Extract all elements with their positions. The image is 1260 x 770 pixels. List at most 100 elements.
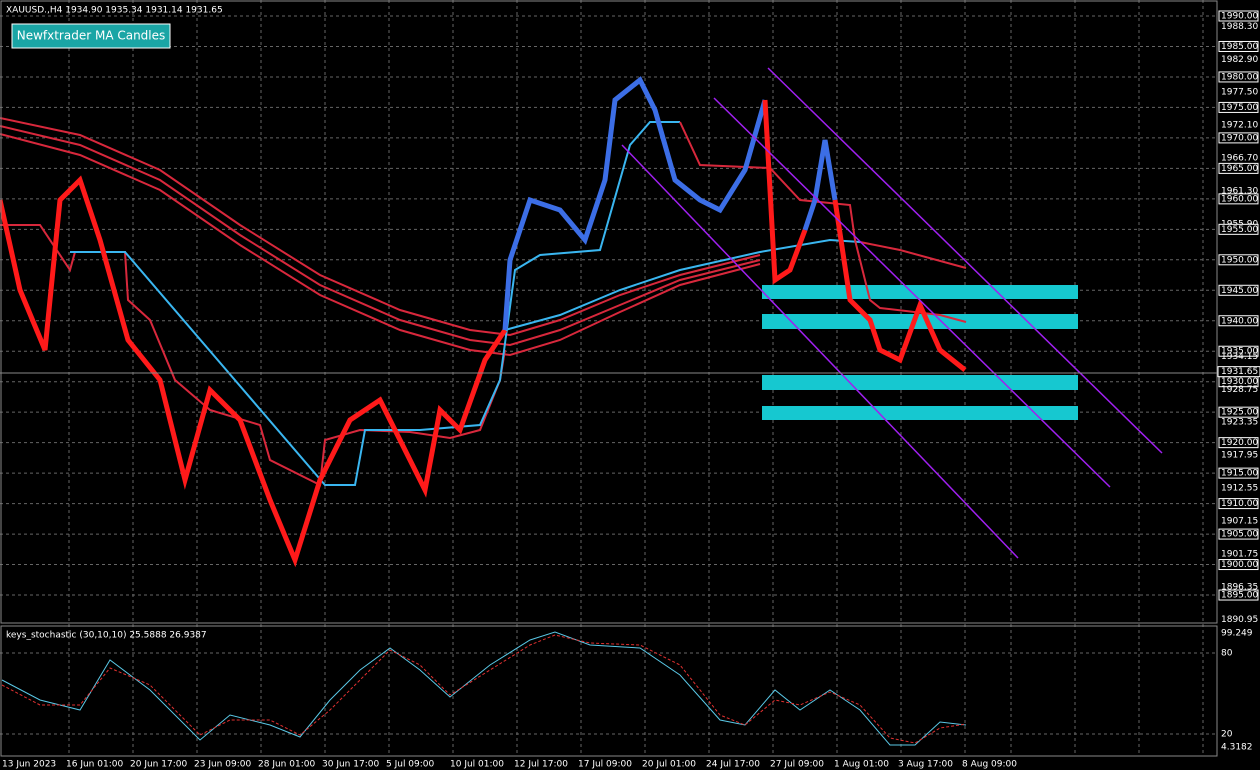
price-label: 1975.00	[1221, 103, 1258, 113]
price-candles	[0, 175, 508, 568]
price-label-box	[1218, 345, 1259, 357]
button-label[interactable]: Newfxtrader MA Candles	[17, 29, 166, 43]
price-candles	[502, 76, 768, 331]
price-label: 1977.50	[1221, 88, 1258, 98]
price-label: 1945.00	[1221, 286, 1258, 296]
ma-line	[859, 241, 967, 269]
price-label: 1965.00	[1221, 164, 1258, 174]
time-label: 5 Jul 09:00	[386, 760, 435, 770]
price-label: 1961.30	[1221, 186, 1258, 196]
stochastic-signal	[1, 634, 967, 744]
price-label: 1982.90	[1221, 55, 1258, 65]
time-label: 24 Jul 17:00	[706, 760, 760, 770]
ma-line	[504, 238, 861, 331]
time-label: 13 Jun 2023	[2, 760, 56, 770]
price-label: 1915.00	[1221, 469, 1258, 479]
step-line	[679, 121, 967, 323]
time-label: 28 Jun 01:00	[258, 760, 315, 770]
time-label: 1 Aug 01:00	[834, 760, 889, 770]
price-candles	[832, 199, 967, 372]
indicator-label: 20	[1221, 730, 1233, 740]
indicator-label: 4.3182	[1221, 743, 1253, 753]
price-label: 1970.00	[1221, 133, 1258, 143]
main-pane	[0, 0, 1218, 624]
price-label-box	[1218, 315, 1259, 327]
price-label: 1910.00	[1221, 499, 1258, 509]
price-label: 1980.00	[1221, 72, 1258, 82]
indicator-label: 80	[1221, 649, 1233, 659]
time-label: 12 Jul 17:00	[514, 760, 568, 770]
price-label: 1960.00	[1221, 194, 1258, 204]
price-label-box	[1218, 254, 1259, 266]
price-label: 1934.15	[1221, 352, 1258, 362]
indicator-label: 99.249	[1221, 629, 1253, 639]
ma-line	[0, 117, 761, 337]
time-label: 17 Jul 09:00	[578, 760, 632, 770]
time-label: 10 Jul 01:00	[450, 760, 504, 770]
price-label-box	[1218, 284, 1259, 296]
price-label: 1928.75	[1221, 385, 1258, 395]
channel-line	[767, 67, 1163, 454]
channel-line	[621, 144, 1019, 559]
price-label-box	[1218, 498, 1259, 510]
price-label: 1907.15	[1221, 516, 1258, 526]
price-label: 1925.00	[1221, 408, 1258, 418]
price-label-box	[1218, 223, 1259, 235]
zone	[762, 406, 1078, 420]
time-label: 8 Aug 09:00	[962, 760, 1017, 770]
symbol-info: XAUUSD.,H4 1934.90 1935.34 1931.14 1931.…	[6, 6, 223, 16]
channel	[621, 67, 1163, 559]
price-label-box	[1218, 437, 1259, 449]
ma-line	[0, 133, 761, 357]
zone	[762, 314, 1078, 329]
price-label: 1940.00	[1221, 316, 1258, 326]
price-label: 1988.30	[1221, 22, 1258, 32]
time-label: 30 Jun 17:00	[322, 760, 379, 770]
price-label: 1955.00	[1221, 225, 1258, 235]
price-label: 1912.55	[1221, 484, 1258, 494]
price-label-box	[1218, 10, 1259, 22]
step-line	[70, 121, 680, 486]
time-label: 20 Jul 01:00	[642, 760, 696, 770]
price-label: 1935.00	[1221, 347, 1258, 357]
price-label-box	[1218, 132, 1259, 144]
stochastic-main	[1, 631, 967, 746]
current-price: 1931.65	[1221, 367, 1258, 377]
price-label-box	[1218, 40, 1259, 52]
price-label-box	[1218, 589, 1259, 601]
price-label-box	[1218, 467, 1259, 479]
price-label: 1900.00	[1221, 560, 1258, 570]
time-label: 3 Aug 17:00	[898, 760, 953, 770]
current-price-box	[1217, 366, 1260, 378]
time-label: 23 Jun 09:00	[194, 760, 251, 770]
price-label: 1896.35	[1221, 582, 1258, 592]
price-label: 1895.00	[1221, 591, 1258, 601]
price-label: 1917.95	[1221, 451, 1258, 461]
indicator-title: keys_stochastic (30,10,10) 25.5888 26.93…	[6, 631, 207, 641]
price-candles	[762, 99, 808, 285]
price-label: 1990.00	[1221, 12, 1258, 22]
channel-line	[713, 97, 1111, 488]
price-label: 1950.00	[1221, 255, 1258, 265]
price-label: 1930.00	[1221, 377, 1258, 387]
price-label: 1966.70	[1221, 154, 1258, 164]
indicator-button[interactable]	[11, 23, 171, 49]
moving-averages	[0, 117, 967, 487]
price-label-box	[1218, 559, 1259, 571]
ma-line	[0, 125, 761, 347]
price-label-box	[1218, 528, 1259, 540]
price-label-box	[1218, 101, 1259, 113]
price-label: 1890.95	[1221, 615, 1258, 625]
time-label: 27 Jul 09:00	[770, 760, 824, 770]
zone	[762, 285, 1078, 299]
indicator-pane	[0, 625, 1218, 757]
zone	[762, 375, 1078, 390]
price-label-box	[1218, 71, 1259, 83]
time-label: 20 Jun 17:00	[130, 760, 187, 770]
time-label: 16 Jun 01:00	[66, 760, 123, 770]
price-label: 1923.35	[1221, 418, 1258, 428]
price-label-box	[1218, 406, 1259, 418]
price-label-box	[1218, 162, 1259, 174]
